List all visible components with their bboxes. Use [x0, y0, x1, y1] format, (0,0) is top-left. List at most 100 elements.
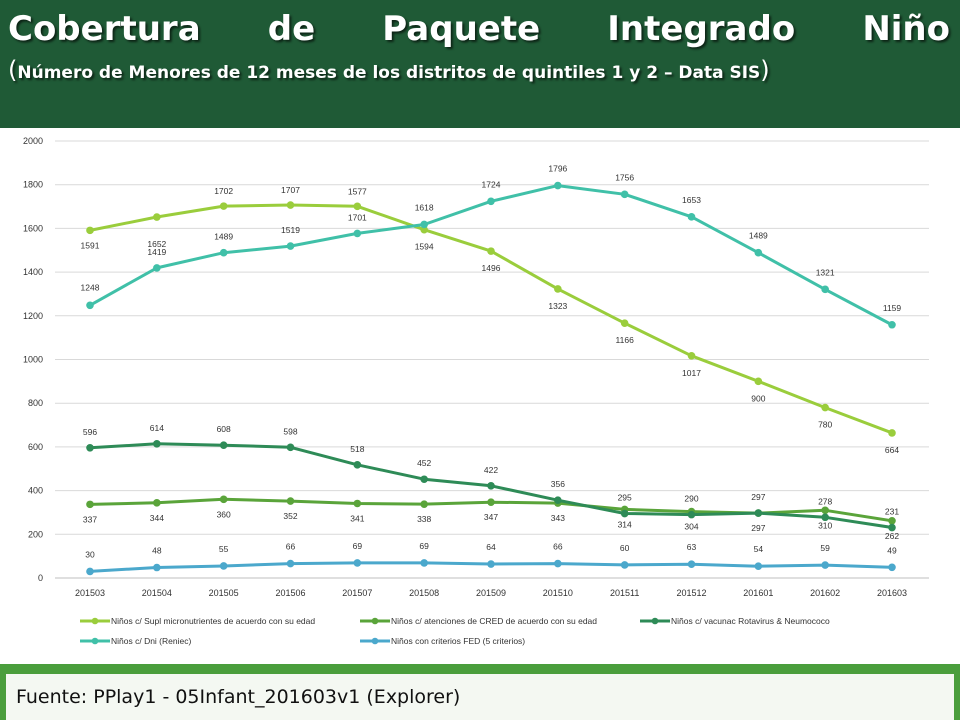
data-label: 608 — [217, 424, 231, 434]
x-tick-label: 201506 — [275, 588, 305, 598]
data-label: 297 — [751, 523, 765, 533]
y-tick-label: 600 — [28, 442, 43, 452]
data-label: 1519 — [281, 225, 300, 235]
data-label: 1159 — [883, 303, 902, 313]
series-line — [89, 184, 893, 327]
data-point — [353, 499, 362, 508]
data-label: 1591 — [81, 240, 100, 250]
x-tick-label: 201509 — [476, 588, 506, 598]
y-tick-label: 800 — [28, 398, 43, 408]
data-point — [487, 560, 495, 568]
data-point — [554, 496, 562, 505]
legend-label: Niños con criterios FED (5 criterios) — [391, 636, 525, 646]
data-point — [754, 562, 763, 571]
page-title: Cobertura de Paquete Integrado Niño — [8, 9, 950, 49]
data-label: 1321 — [816, 267, 835, 277]
data-label: 356 — [551, 479, 565, 489]
y-tick-label: 1000 — [23, 355, 43, 365]
coverage-line-chart: 0 200 400 600 800 1000 1200 1400 1600 1800 2000 201… — [23, 136, 929, 646]
data-point — [219, 441, 228, 449]
data-point — [821, 403, 829, 412]
data-point — [821, 506, 829, 515]
data-point — [286, 242, 295, 250]
data-label: 55 — [219, 544, 229, 554]
data-point — [353, 229, 362, 238]
source-note: Fuente: PPlay1 - 05Infant_201603v1 (Expl… — [16, 686, 461, 708]
legend-swatch-marker — [371, 617, 379, 625]
data-label: 290 — [684, 494, 698, 504]
data-point — [821, 513, 829, 522]
data-label: 1166 — [616, 335, 635, 345]
x-tick-label: 201512 — [676, 588, 706, 598]
y-tick-label: 1400 — [23, 267, 43, 277]
data-point — [687, 351, 696, 360]
x-tick-label: 201508 — [409, 588, 439, 598]
data-point — [487, 481, 495, 490]
x-tick-label: 201603 — [877, 588, 907, 598]
data-label: 310 — [818, 520, 832, 530]
data-label: 1489 — [214, 232, 233, 242]
y-tick-label: 1200 — [23, 311, 43, 321]
data-point — [286, 559, 295, 568]
data-label: 1707 — [281, 185, 300, 195]
data-label: 69 — [353, 541, 363, 551]
data-point — [219, 248, 228, 257]
y-tick-label: 200 — [28, 529, 43, 539]
data-label: 262 — [885, 531, 899, 541]
data-label: 49 — [887, 545, 897, 555]
data-point — [219, 202, 228, 210]
data-label: 596 — [83, 427, 97, 437]
data-point — [86, 301, 94, 310]
x-tick-label: 201601 — [743, 588, 773, 598]
title-banner: Cobertura de Paquete Integrado Niño (Núm… — [0, 0, 960, 128]
data-point — [353, 461, 362, 469]
data-point — [754, 377, 763, 386]
data-point — [153, 499, 161, 507]
data-point — [821, 561, 829, 569]
data-label: 48 — [152, 546, 162, 556]
data-label: 344 — [150, 513, 164, 523]
data-point — [420, 475, 428, 484]
footer-panel: Fuente: PPlay1 - 05Infant_201603v1 (Expl… — [6, 674, 954, 720]
data-point — [219, 495, 228, 504]
data-label: 341 — [350, 513, 364, 523]
data-point — [420, 220, 428, 229]
data-label: 297 — [751, 492, 765, 502]
data-point — [286, 201, 295, 209]
data-label: 338 — [417, 514, 431, 524]
data-label: 360 — [217, 509, 231, 519]
data-point — [86, 226, 94, 235]
data-label: 1796 — [548, 164, 567, 174]
legend-label: Niños c/ Supl micronutrientes de acuerdo… — [111, 616, 315, 626]
x-tick-label: 201505 — [209, 588, 239, 598]
data-point — [687, 560, 696, 569]
x-tick-label: 201504 — [142, 588, 172, 598]
data-point — [487, 498, 495, 506]
y-tick-label: 1600 — [23, 223, 43, 233]
data-point — [153, 440, 161, 448]
data-label: 278 — [818, 496, 832, 506]
data-label: 518 — [350, 444, 364, 454]
footer-bar: Fuente: PPlay1 - 05Infant_201603v1 (Expl… — [0, 664, 960, 720]
data-label: 1724 — [482, 179, 501, 189]
data-point — [754, 509, 763, 517]
data-point — [487, 197, 495, 206]
data-label: 1653 — [682, 195, 701, 205]
data-label: 66 — [553, 542, 563, 552]
data-point — [888, 516, 896, 525]
data-label: 295 — [618, 493, 632, 503]
data-label: 1701 — [348, 212, 367, 222]
data-label: 1756 — [615, 172, 634, 182]
data-label: 1248 — [81, 282, 100, 292]
data-label: 598 — [283, 426, 297, 436]
data-point — [888, 429, 896, 437]
data-label: 60 — [620, 543, 630, 553]
x-tick-label: 201511 — [610, 588, 639, 598]
subtitle-text: Número de Menores de 12 meses de los dis… — [17, 63, 761, 83]
page-subtitle: (Número de Menores de 12 meses de los di… — [8, 56, 950, 84]
x-tick-label: 201507 — [342, 588, 372, 598]
data-label: 343 — [551, 513, 565, 523]
data-point — [620, 319, 629, 328]
data-point — [888, 320, 896, 329]
data-point — [86, 443, 94, 452]
